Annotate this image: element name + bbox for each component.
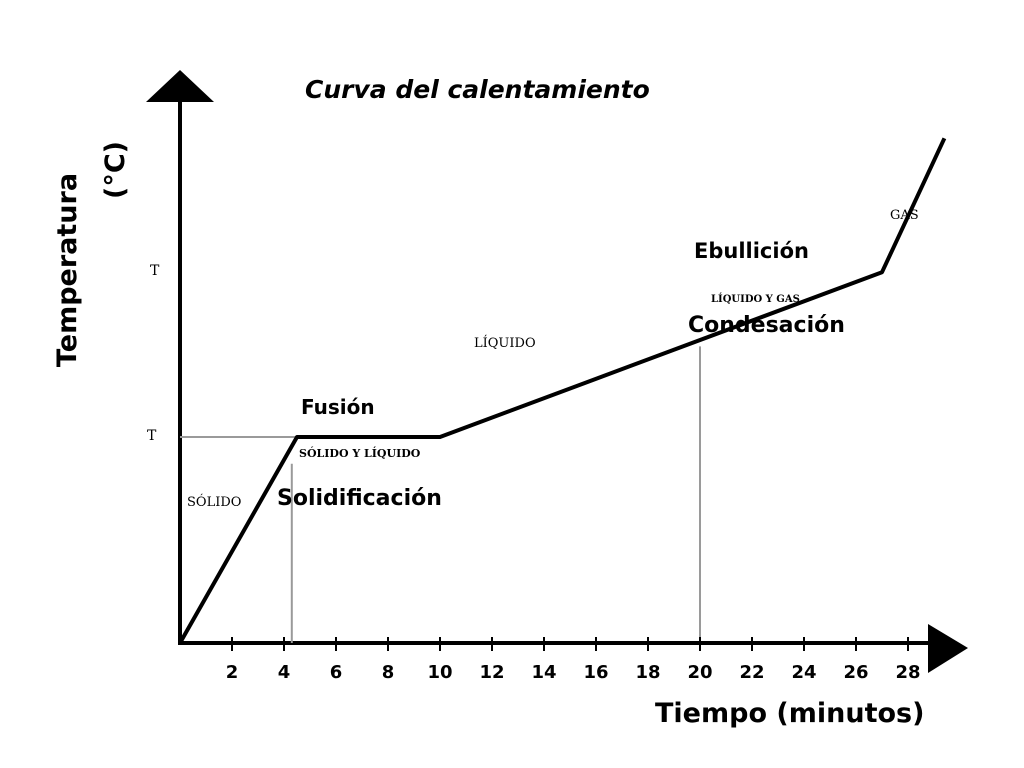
y-axis-arrow [146,70,214,102]
heating-curve-line [178,137,947,644]
label-solido-liquido: SÓLIDO Y LÍQUIDO [299,446,421,460]
x-tick-label: 8 [382,662,395,683]
x-tick-label: 12 [479,662,504,683]
x-tick-label: 20 [687,662,712,683]
reference-lines [180,346,701,643]
label-solido: SÓLIDO [187,493,241,510]
x-axis-label: Tiempo (minutos) [655,698,924,729]
x-tick-label: 2 [226,662,239,683]
annotation-solidificacion: Solidificación [277,486,442,511]
y-axis-label: Temperatura [52,173,83,367]
x-axis-arrow [928,624,968,673]
x-tick-label: 6 [330,662,343,683]
x-tick-label: 24 [791,662,816,683]
x-tick-label: 18 [635,662,660,683]
annotation-condensacion: Condesación [688,313,845,338]
x-tick-label: 28 [895,662,920,683]
label-gas: GAS [890,208,919,223]
x-tick-label: 22 [739,662,764,683]
annotation-ebullicion: Ebullición [694,239,809,263]
x-tick-label: 14 [531,662,556,683]
x-tick-label: 16 [583,662,608,683]
x-axis-ticks: 2 4 6 8 10 12 14 16 18 20 22 24 26 28 [226,637,921,683]
label-liquido-gas: LÍQUIDO Y GAS [711,293,800,305]
x-tick-label: 4 [278,662,291,683]
y-axis-unit: (°C) [100,141,131,199]
chart-title: Curva del calentamiento [305,75,650,104]
annotation-fusion: Fusión [301,395,375,419]
x-tick-label: 10 [427,662,452,683]
y-tick-label-upper: T [150,263,160,279]
x-tick-label: 26 [843,662,868,683]
label-liquido: LÍQUIDO [474,335,536,351]
y-tick-label-lower: T [147,428,157,444]
